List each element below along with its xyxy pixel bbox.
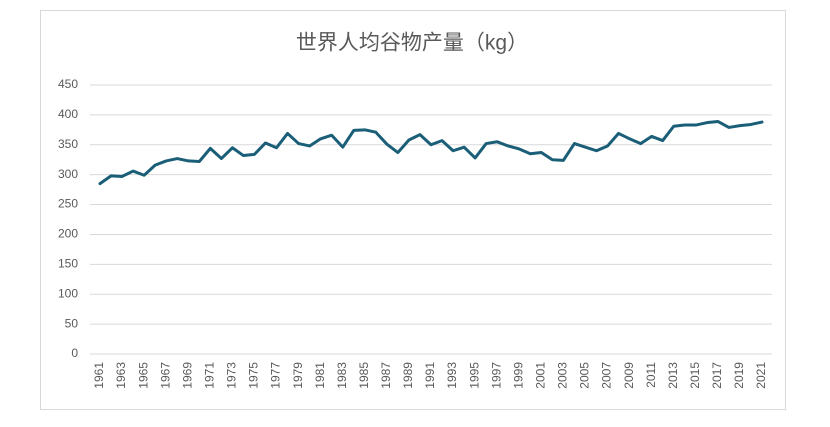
x-tick-label: 2001 — [534, 362, 548, 389]
y-tick-label: 350 — [58, 137, 78, 151]
x-tick-label: 1967 — [158, 362, 172, 389]
x-tick-label: 2019 — [732, 362, 746, 389]
x-tick-label: 1983 — [335, 362, 349, 389]
x-tick-label: 2007 — [600, 362, 614, 389]
x-tick-label: 2005 — [578, 362, 592, 389]
x-tick-label: 1981 — [313, 362, 327, 389]
x-tick-label: 2017 — [710, 362, 724, 389]
x-tick-label: 1997 — [489, 362, 503, 389]
x-tick-label: 1961 — [92, 362, 106, 389]
x-tick-label: 1975 — [247, 362, 261, 389]
x-tick-label: 2003 — [556, 362, 570, 389]
x-tick-label: 2013 — [666, 362, 680, 389]
x-tick-label: 1969 — [180, 362, 194, 389]
y-tick-label: 300 — [58, 167, 78, 181]
y-tick-label: 150 — [58, 257, 78, 271]
y-tick-label: 100 — [58, 286, 78, 300]
chart-title: 世界人均谷物产量（kg） — [296, 32, 528, 55]
y-tick-label: 0 — [71, 346, 78, 360]
x-tick-label: 1999 — [511, 362, 525, 389]
x-tick-label: 1973 — [225, 362, 239, 389]
x-tick-label: 2021 — [754, 362, 768, 389]
x-tick-label: 2015 — [688, 362, 702, 389]
data-line — [98, 119, 764, 186]
x-tick-label: 1985 — [357, 362, 371, 389]
x-tick-label: 1993 — [445, 362, 459, 389]
x-tick-label: 1971 — [203, 362, 217, 389]
x-tick-label: 1995 — [467, 362, 481, 389]
y-tick-label: 50 — [65, 316, 79, 330]
x-tick-label: 2009 — [622, 362, 636, 389]
x-tick-label: 2011 — [644, 362, 658, 388]
y-tick-label: 250 — [58, 197, 78, 211]
x-tick-label: 1989 — [401, 362, 415, 389]
x-tick-label: 1979 — [291, 362, 305, 389]
y-tick-label: 200 — [58, 227, 78, 241]
x-tick-label: 1977 — [269, 362, 283, 389]
x-tick-label: 1965 — [136, 362, 150, 389]
x-tick-label: 1991 — [423, 362, 437, 389]
x-tick-label: 1963 — [114, 362, 128, 389]
y-tick-label: 400 — [58, 107, 78, 121]
x-tick-label: 1987 — [379, 362, 393, 389]
chart-frame — [40, 10, 786, 410]
y-tick-label: 450 — [58, 77, 78, 91]
